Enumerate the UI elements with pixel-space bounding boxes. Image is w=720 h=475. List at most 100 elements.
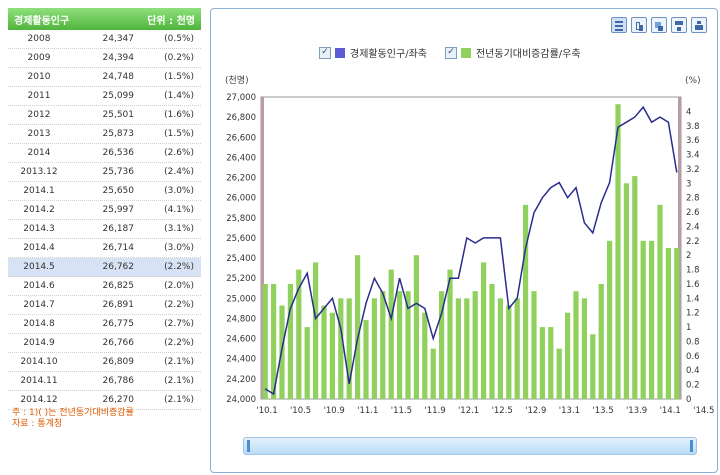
row-value: 26,762 (102, 262, 135, 272)
y-left-tick-label: 24,000 (226, 395, 256, 405)
y-right-tick-label: 3.8 (686, 122, 700, 132)
row-value: 25,997 (102, 205, 135, 215)
table-row[interactable]: 2013 25,873 (1.5%) (8, 125, 201, 144)
legend-label-bar: 전년동기대비증감률/우축 (475, 49, 581, 60)
row-value: 26,766 (102, 338, 135, 348)
save-icon[interactable] (671, 17, 687, 33)
scroll-handle-left[interactable] (247, 440, 250, 452)
scroll-handle-right[interactable] (690, 440, 693, 452)
table-row[interactable]: 2014.11 26,786 (2.1%) (8, 372, 201, 391)
y-right-tick-label: 1.6 (686, 280, 700, 290)
table-row[interactable]: 2014.4 26,714 (3.0%) (8, 239, 201, 258)
y-left-unit-label: (천명) (225, 75, 249, 86)
row-change: (2.2%) (164, 338, 194, 348)
x-tick-label: '10.9 (324, 406, 345, 416)
y-left-tick-label: 24,200 (226, 375, 256, 385)
row-value: 25,501 (102, 110, 135, 120)
row-period: 2014.11 (20, 376, 58, 386)
y-right-tick-label: 2 (686, 251, 691, 261)
table-row[interactable]: 2014.12 26,270 (2.1%) (8, 391, 201, 410)
table-row[interactable]: 2014.7 26,891 (2.2%) (8, 296, 201, 315)
bar-mark (329, 312, 336, 399)
y-left-tick-label: 25,600 (226, 234, 256, 244)
bar-mark (539, 327, 546, 399)
bar-mark (270, 283, 277, 399)
legend-checkbox-bar[interactable]: ✓ (444, 46, 457, 59)
bar-mark (312, 262, 319, 399)
legend-label-line: 경제활동인구/좌축 (350, 49, 427, 60)
row-value: 26,536 (102, 148, 135, 158)
range-scrollbar[interactable] (243, 437, 697, 455)
row-period: 2014.9 (23, 338, 55, 348)
y-right-tick-label: 1 (686, 323, 691, 333)
y-left-tick-label: 26,400 (226, 153, 256, 163)
x-tick-label: '12.9 (525, 406, 546, 416)
y-left-tick-label: 26,800 (226, 113, 256, 123)
y-right-tick-label: 3.2 (686, 165, 700, 175)
bar-mark (447, 269, 453, 399)
table-row[interactable]: 2012 25,501 (1.6%) (8, 106, 201, 125)
bar-mark (287, 283, 294, 399)
y-right-tick-label: 4 (686, 107, 691, 117)
row-period: 2014.3 (23, 224, 55, 234)
table-row[interactable]: 2014.5 26,762 (2.2%) (8, 258, 201, 277)
row-change: (1.5%) (164, 72, 194, 82)
row-change: (0.2%) (164, 53, 194, 63)
table-row[interactable]: 2010 24,748 (1.5%) (8, 68, 201, 87)
bar-mark (632, 176, 638, 399)
table-row[interactable]: 2014 26,536 (2.6%) (8, 144, 201, 163)
y-right-tick-label: 2.8 (686, 194, 700, 204)
bar-mark (472, 291, 478, 399)
bar-mark (413, 255, 420, 399)
table-row[interactable]: 2013.12 25,736 (2.4%) (8, 163, 201, 182)
bar-mark (506, 305, 512, 399)
legend-swatch-bar (460, 47, 471, 58)
y-right-axis-bar (678, 97, 681, 399)
table-row[interactable]: 2008 24,347 (0.5%) (8, 30, 201, 49)
print-icon[interactable] (691, 17, 707, 33)
table-row[interactable]: 2014.6 26,825 (2.0%) (8, 277, 201, 296)
y-left-tick-label: 26,000 (226, 194, 256, 204)
y-right-unit-label: (%) (685, 76, 701, 86)
x-tick-label: '14.5 (693, 406, 714, 416)
bar-mark (548, 327, 554, 399)
table-row[interactable]: 2014.3 26,187 (3.1%) (8, 220, 201, 239)
row-change: (1.6%) (164, 110, 194, 120)
y-right-tick-label: 1.4 (686, 294, 700, 304)
table-row[interactable]: 2014.10 26,809 (2.1%) (8, 353, 201, 372)
bar-mark (380, 291, 386, 399)
x-tick-label: '11.5 (391, 406, 412, 416)
line-series (264, 105, 678, 396)
y-right-tick-label: 0.8 (686, 337, 700, 347)
table-row[interactable]: 2014.2 25,997 (4.1%) (8, 201, 201, 220)
bar-mark (497, 298, 504, 399)
table-row[interactable]: 2014.1 25,650 (3.0%) (8, 182, 201, 201)
copy-image-icon[interactable] (651, 17, 667, 33)
table-row[interactable]: 2014.8 26,775 (2.7%) (8, 315, 201, 334)
table-row[interactable]: 2009 24,394 (0.2%) (8, 49, 201, 68)
x-tick-label: '13.5 (592, 406, 613, 416)
x-tick-label: '13.9 (626, 406, 647, 416)
bar-mark (422, 312, 428, 399)
y-left-axis-bar (261, 97, 264, 399)
legend-checkbox-line[interactable]: ✓ (319, 46, 331, 59)
y-left-tick-label: 24,800 (226, 314, 256, 324)
bar-mark (346, 298, 352, 399)
row-change: (2.1%) (164, 395, 194, 405)
bar-mark (396, 291, 403, 399)
x-tick-label: '11.1 (357, 406, 378, 416)
bar-mark (338, 298, 344, 399)
table-row[interactable]: 2011 25,099 (1.4%) (8, 87, 201, 106)
row-value: 26,825 (102, 281, 135, 291)
bar-mark (455, 298, 462, 399)
copy-icon[interactable] (631, 17, 647, 33)
legend-swatch-line (335, 47, 345, 58)
bar-mark (354, 255, 361, 399)
x-tick-label: '12.5 (492, 406, 513, 416)
row-period: 2014.8 (23, 319, 55, 329)
row-period: 2012 (27, 110, 51, 120)
table-row[interactable]: 2014.9 26,766 (2.2%) (8, 334, 201, 353)
table-view-icon[interactable] (611, 17, 627, 33)
row-period: 2014.4 (23, 243, 55, 253)
y-right-tick-label: 0.4 (686, 366, 700, 376)
